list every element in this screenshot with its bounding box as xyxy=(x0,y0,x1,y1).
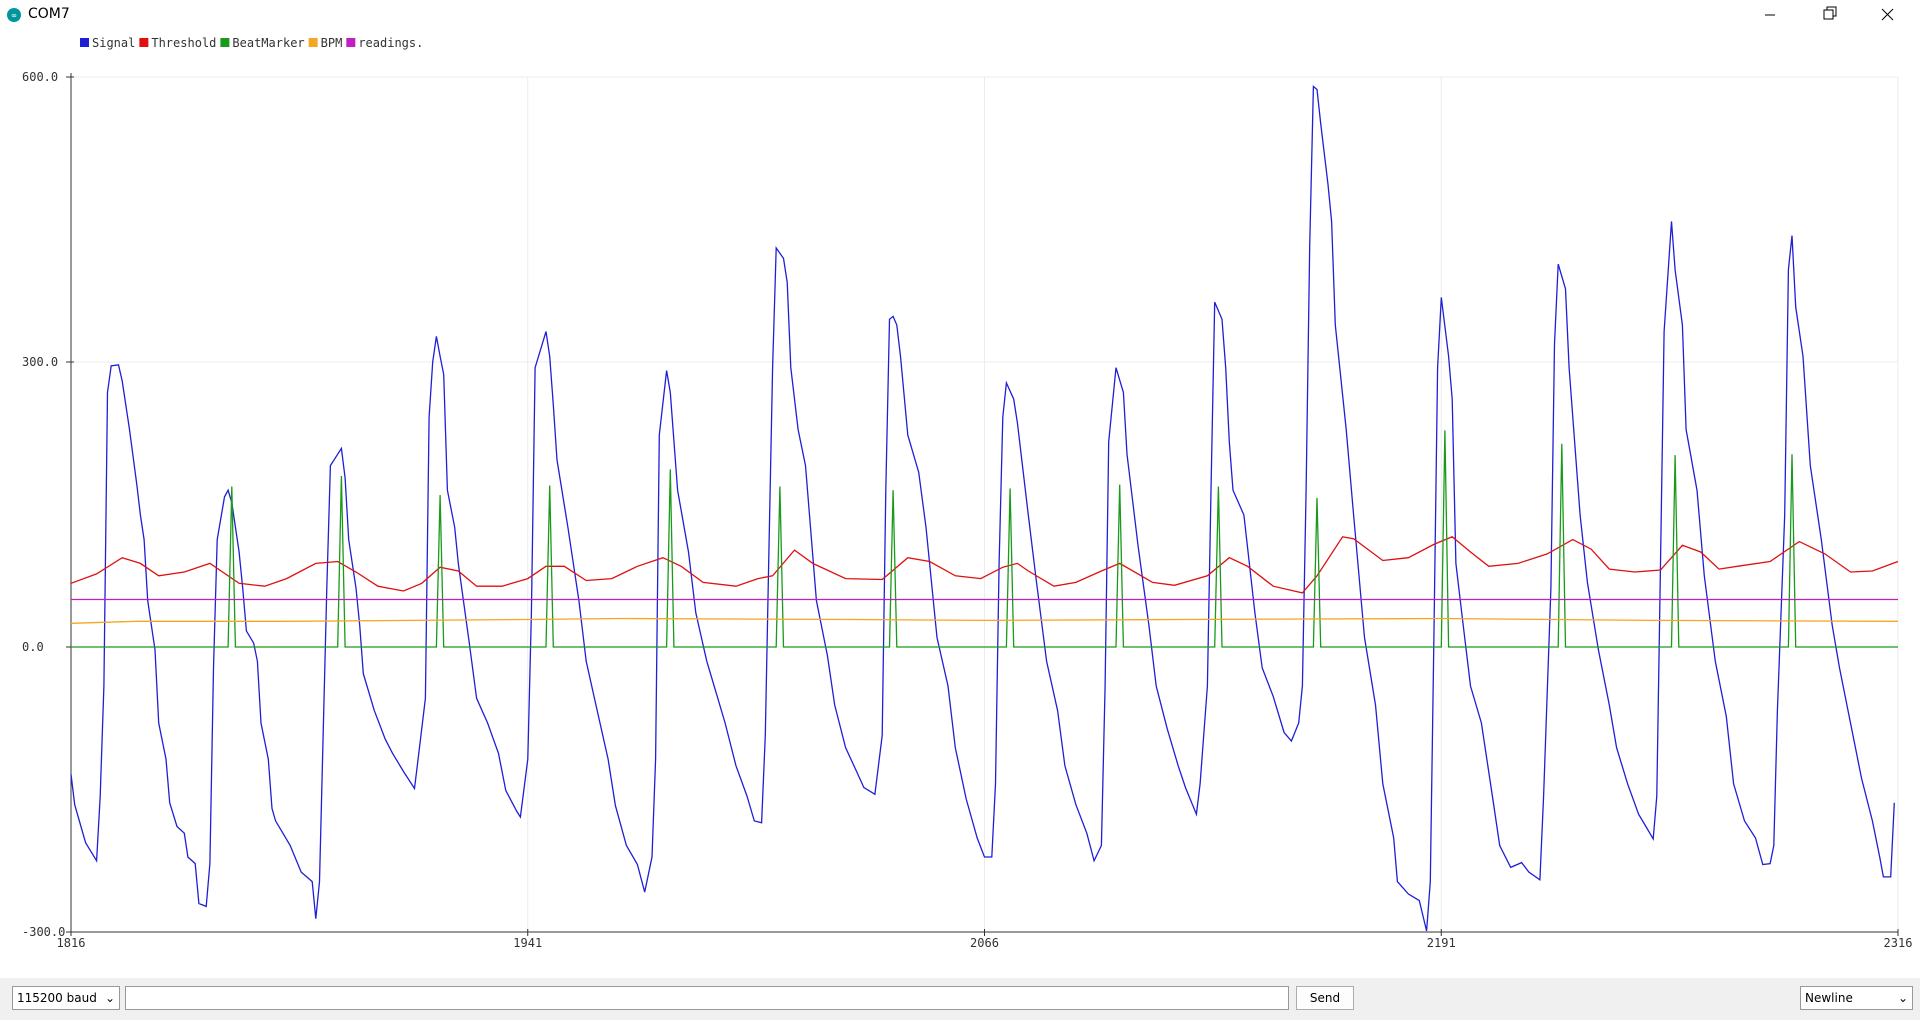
x-tick-label: 2316 xyxy=(1884,936,1913,950)
send-button[interactable]: Send xyxy=(1296,986,1354,1010)
x-tick-label: 2066 xyxy=(970,936,999,950)
restore[interactable] xyxy=(1823,9,1834,20)
y-tick-label: 0.0 xyxy=(22,640,44,654)
series-line xyxy=(70,536,1899,594)
send-label: Send xyxy=(1309,991,1341,1005)
legend-label: BeatMarker xyxy=(232,36,304,50)
x-tick-label: 1941 xyxy=(513,936,542,950)
chart: -300.0 0.0 300.0 600.0 1816 1941 2066 2191 2316 S… xyxy=(22,36,1913,950)
y-tick-label: -300.0 xyxy=(22,925,65,939)
window-title: COM7 xyxy=(28,6,70,22)
y-tick-label: 600.0 xyxy=(22,70,58,84)
line-ending-label: Newline xyxy=(1805,991,1853,1005)
x-tick-label: 2191 xyxy=(1427,936,1456,950)
legend-swatch xyxy=(139,38,149,47)
baud-label: 115200 baud xyxy=(17,991,97,1005)
legend-label: Threshold xyxy=(151,36,216,50)
x-tick-label: 1816 xyxy=(57,936,86,950)
legend-swatch xyxy=(346,38,356,47)
y-tick-label: 300.0 xyxy=(22,355,58,369)
baud-select[interactable]: 115200 baud ⌄ xyxy=(12,986,120,1010)
legend-swatch xyxy=(220,38,230,47)
legend-swatch xyxy=(80,38,89,47)
line-ending-select[interactable]: Newline ⌄ xyxy=(1800,986,1913,1010)
legend-swatch xyxy=(308,38,318,47)
series-line xyxy=(70,85,1895,932)
series-line xyxy=(70,617,1899,624)
window-buttons[interactable] xyxy=(1740,0,1920,30)
app-icon: ∞ xyxy=(7,8,21,22)
bottom-bar: 115200 baud ⌄ Send Newline ⌄ xyxy=(0,978,1920,1020)
legend-label: Signal xyxy=(92,36,135,50)
legend-label: BPM xyxy=(321,36,343,50)
message-input[interactable] xyxy=(125,986,1289,1010)
svg-text:∞: ∞ xyxy=(12,11,17,20)
legend-label: readings. xyxy=(358,36,423,50)
title-bar: ∞ COM7 xyxy=(0,0,1920,30)
close[interactable] xyxy=(1881,8,1894,21)
series-line xyxy=(71,430,1898,648)
